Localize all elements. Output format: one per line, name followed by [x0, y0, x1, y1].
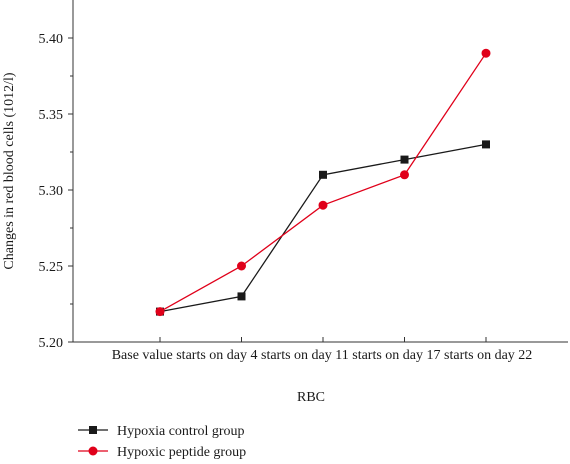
legend-circle-marker — [88, 446, 98, 456]
y-tick-label: 5.25 — [39, 260, 64, 275]
data-point-circle — [155, 307, 165, 317]
y-tick-label: 5.30 — [39, 184, 64, 199]
legend-label: Hypoxic peptide group — [117, 445, 246, 459]
data-point-circle — [400, 170, 409, 180]
y-tick-label: 5.40 — [39, 32, 64, 47]
data-point-circle — [481, 48, 491, 58]
y-axis-label: Changes in red blood cells (1012/l) — [2, 72, 17, 269]
data-point-circle — [237, 261, 246, 271]
legend-square-marker — [89, 426, 97, 434]
data-point-square — [482, 140, 490, 149]
y-tick-label: 5.20 — [39, 336, 64, 351]
legend-label: Hypoxia control group — [117, 424, 245, 439]
series-line — [159, 143, 487, 313]
series-hypoxia-control — [156, 140, 490, 316]
series-layer — [155, 48, 491, 317]
x-category-labels: Base value starts on day 4 starts on day… — [112, 348, 533, 363]
legend-item-hypoxic-peptide: Hypoxic peptide group — [78, 445, 246, 460]
data-point-square — [400, 155, 409, 164]
series-hypoxic-peptide — [155, 48, 491, 317]
x-axis-label: RBC — [297, 390, 325, 405]
data-point-square — [319, 170, 327, 179]
y-axis-ticks: 5.20 5.25 5.30 5.35 5.40 — [39, 32, 73, 351]
legend-item-hypoxia-control: Hypoxia control group — [78, 424, 245, 439]
legend: Hypoxia control group Hypoxic peptide gr… — [78, 424, 246, 460]
data-point-square — [237, 292, 246, 301]
x-axis-ticks — [159, 337, 487, 342]
y-tick-label: 5.35 — [39, 108, 64, 123]
series-line — [159, 52, 487, 313]
data-point-circle — [318, 200, 328, 210]
